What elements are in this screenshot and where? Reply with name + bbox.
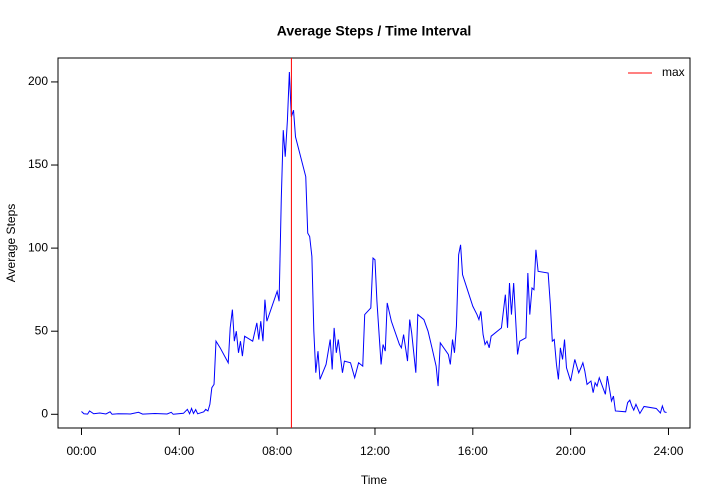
chart-title: Average Steps / Time Interval [277, 23, 472, 39]
x-tick-label: 12:00 [360, 444, 390, 458]
x-tick-label: 00:00 [66, 444, 96, 458]
x-tick-label: 24:00 [653, 444, 683, 458]
y-tick-label: 150 [28, 157, 48, 171]
y-tick-label: 100 [28, 240, 48, 254]
line-series [81, 71, 667, 416]
y-tick-label: 50 [35, 323, 49, 337]
x-axis-label: Time [361, 473, 388, 487]
x-tick-label: 04:00 [164, 444, 194, 458]
x-tick-label: 16:00 [458, 444, 488, 458]
y-axis-label: Average Steps [4, 204, 18, 283]
y-tick-label: 200 [28, 74, 48, 88]
y-tick-label: 0 [41, 406, 48, 420]
legend-label: max [662, 65, 685, 79]
x-tick-label: 08:00 [262, 444, 292, 458]
x-tick-label: 20:00 [556, 444, 586, 458]
